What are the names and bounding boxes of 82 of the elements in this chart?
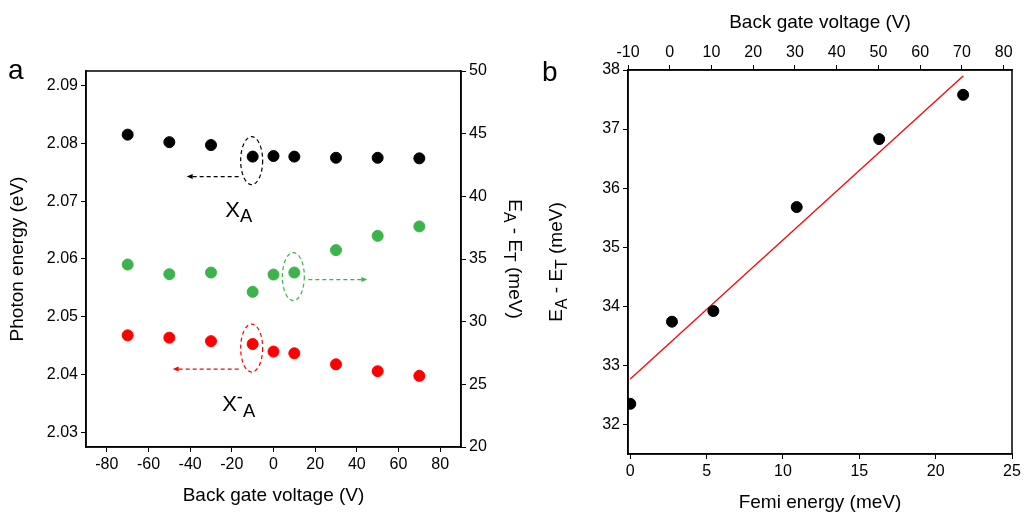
y-tick-label: 2.08 <box>46 133 79 151</box>
y-tick-label: 35 <box>602 237 621 255</box>
x2-tick-label: 70 <box>953 42 971 60</box>
y-tick-label: 2.06 <box>46 249 79 267</box>
y2-tick-label: 40 <box>469 186 487 204</box>
x2-tick-label: 50 <box>869 42 888 60</box>
y-tick-label: 36 <box>602 178 621 196</box>
x2-tick-label: 40 <box>827 42 846 60</box>
x-tick-label: -20 <box>220 455 244 473</box>
x2-tick-label: 0 <box>665 42 675 60</box>
y-tick-label: 38 <box>602 60 621 78</box>
point <box>371 151 384 164</box>
y2-tick-label: 45 <box>469 124 487 142</box>
y2-tick-label: 50 <box>469 61 487 79</box>
annotation: X$_{A}$ <box>225 196 253 226</box>
y2-tick-label: 30 <box>469 312 487 330</box>
y2-tick-label: 35 <box>469 249 487 267</box>
point <box>205 335 217 348</box>
point <box>121 258 134 271</box>
x2-tick-label: 10 <box>702 42 721 60</box>
x-tick-label: 15 <box>850 462 869 480</box>
x-tick-label: 60 <box>389 455 408 473</box>
point <box>873 133 886 146</box>
y-tick-label: 2.09 <box>46 75 79 93</box>
x-tick-label: 80 <box>431 455 450 473</box>
text: b <box>542 56 558 87</box>
point <box>371 365 384 378</box>
y-tick-label: 2.04 <box>46 365 79 383</box>
x-tick-label: -40 <box>178 455 202 473</box>
point <box>121 329 134 342</box>
point <box>163 331 176 344</box>
x-tick-label: -80 <box>95 455 119 473</box>
y-tick-label: 32 <box>602 414 621 432</box>
point <box>288 347 301 360</box>
point <box>267 268 280 281</box>
y-tick-label: 2.07 <box>46 191 79 209</box>
x-axis-title: Femi energy (meV) <box>738 491 902 512</box>
y-tick-label: 34 <box>602 296 621 314</box>
point <box>665 315 678 328</box>
point <box>288 150 301 163</box>
x-tick-label: 25 <box>1003 462 1021 480</box>
point <box>330 358 342 371</box>
point <box>330 151 342 164</box>
x2-tick-label: 60 <box>911 42 930 60</box>
point <box>205 139 217 152</box>
x2-tick-label: 80 <box>994 42 1013 60</box>
point <box>413 152 426 165</box>
x-tick-label: 20 <box>306 455 325 473</box>
point <box>413 369 426 382</box>
point <box>371 229 384 242</box>
x-tick-label: -60 <box>136 455 161 473</box>
y-tick-label: 2.03 <box>46 422 79 440</box>
point <box>163 268 176 281</box>
text: a <box>8 54 24 85</box>
point <box>413 220 426 233</box>
point <box>205 266 217 279</box>
x-tick-label: 10 <box>774 462 792 480</box>
x2-tick-label: -10 <box>616 42 640 60</box>
point <box>246 285 259 298</box>
point <box>707 305 720 318</box>
y2-tick-label: 25 <box>469 374 487 392</box>
x-axis-title: Back gate voltage (V) <box>182 484 365 505</box>
point <box>330 244 342 257</box>
point <box>957 88 970 101</box>
y-axis-title: Photon energy (eV) <box>5 176 27 342</box>
point <box>790 201 803 214</box>
x-tick-label: 0 <box>625 462 635 480</box>
y-tick-label: 2.05 <box>46 307 79 325</box>
x-tick-label: 0 <box>269 455 279 473</box>
point <box>121 128 134 141</box>
x2-tick-label: 30 <box>786 42 804 60</box>
x2-axis-title: Back gate voltage (V) <box>729 11 911 32</box>
x-tick-label: 40 <box>347 455 366 473</box>
x2-tick-label: 20 <box>744 42 763 60</box>
y-tick-label: 37 <box>602 119 621 137</box>
x-tick-label: 20 <box>926 462 945 480</box>
point <box>267 150 280 163</box>
point <box>267 345 280 358</box>
y-tick-label: 33 <box>602 355 621 373</box>
x-tick-label: 5 <box>702 462 712 480</box>
point <box>163 136 176 149</box>
y2-tick-label: 20 <box>469 437 487 455</box>
